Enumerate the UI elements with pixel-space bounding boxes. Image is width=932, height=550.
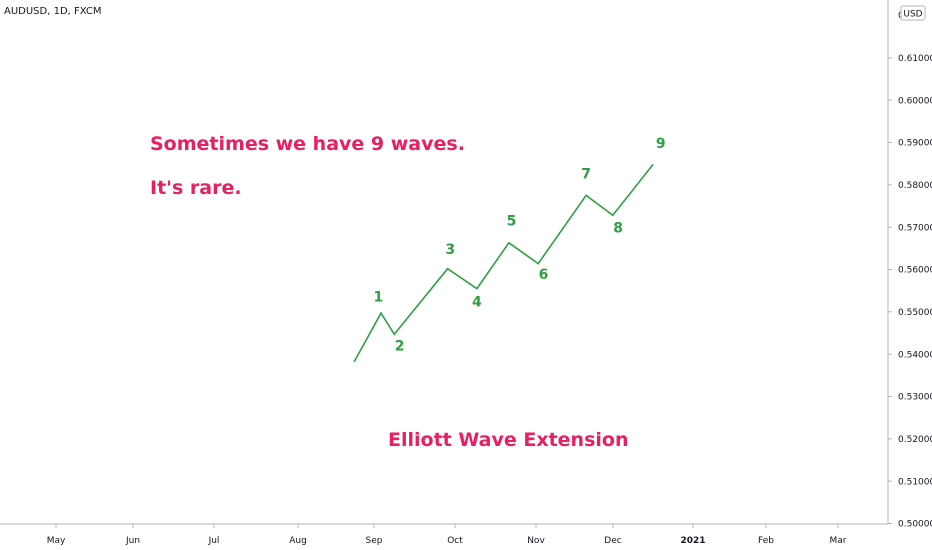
y-tick-label: 0.52000 xyxy=(898,435,932,445)
note-line-1: Sometimes we have 9 waves. xyxy=(150,133,465,155)
time-axis[interactable]: May Jun Jul Aug Sep Oct Nov Dec 2021 Feb Mar xyxy=(0,523,888,546)
series-point xyxy=(537,262,539,265)
wave-label: 9 xyxy=(656,136,666,152)
x-tick-label: Jun xyxy=(125,536,140,546)
note-line-2: It's rare. xyxy=(150,177,242,199)
series-point xyxy=(393,333,396,336)
y-tick-label: 0.55000 xyxy=(898,308,932,318)
y-tick-label: 0.58000 xyxy=(898,181,932,191)
y-tick-label: 0.57000 xyxy=(898,223,932,233)
series-line xyxy=(353,164,654,362)
price-axis[interactable]: 00.610000.600000.590000.580000.570000.56… xyxy=(887,0,932,530)
x-tick-label: Feb xyxy=(758,536,774,546)
y-tick-label: 0.60000 xyxy=(898,96,932,106)
currency-selector[interactable]: USD xyxy=(900,5,926,21)
x-tick-label: Aug xyxy=(289,536,307,546)
wave-label: 1 xyxy=(373,290,383,306)
x-tick-label: Jul xyxy=(208,536,220,546)
symbol-title: AUDUSD, 1D, FXCM xyxy=(4,6,102,17)
x-tick-label: Nov xyxy=(527,536,545,546)
x-tick-label: Dec xyxy=(604,536,621,546)
y-tick-label: 0.50000 xyxy=(898,520,932,530)
series-point xyxy=(380,312,382,314)
chart-caption: Elliott Wave Extension xyxy=(388,429,628,451)
wave-label: 8 xyxy=(613,221,623,237)
wave-label: 5 xyxy=(507,213,517,229)
series-point xyxy=(651,164,654,166)
x-tick-label: Mar xyxy=(830,536,847,546)
y-tick-label: 0.59000 xyxy=(898,139,932,149)
x-tick-label: 2021 xyxy=(680,536,705,546)
x-tick-label: May xyxy=(47,536,66,546)
y-tick-label: 0.51000 xyxy=(898,477,932,487)
series-point xyxy=(446,267,449,270)
series-point xyxy=(585,194,587,197)
x-tick-label: Oct xyxy=(447,536,463,546)
y-tick-label: 0.56000 xyxy=(898,266,932,276)
wave-label: 2 xyxy=(395,338,405,354)
wave-label: 4 xyxy=(472,294,482,310)
wave-label: 3 xyxy=(445,242,455,258)
x-tick-label: Sep xyxy=(366,536,383,546)
wave-label: 6 xyxy=(539,267,549,283)
wave-label: 7 xyxy=(581,166,591,182)
wave-labels: 1 2 3 4 5 6 7 8 9 xyxy=(373,136,665,354)
series-point xyxy=(508,242,510,244)
wave-series[interactable] xyxy=(353,164,654,363)
y-tick-label: 0.61000 xyxy=(898,54,932,64)
series-point xyxy=(476,287,478,290)
y-tick-label: 0.53000 xyxy=(898,393,932,403)
y-tick-label: 0.54000 xyxy=(898,350,932,360)
series-point xyxy=(611,214,614,217)
currency-label: USD xyxy=(903,10,922,20)
series-point xyxy=(353,360,356,363)
